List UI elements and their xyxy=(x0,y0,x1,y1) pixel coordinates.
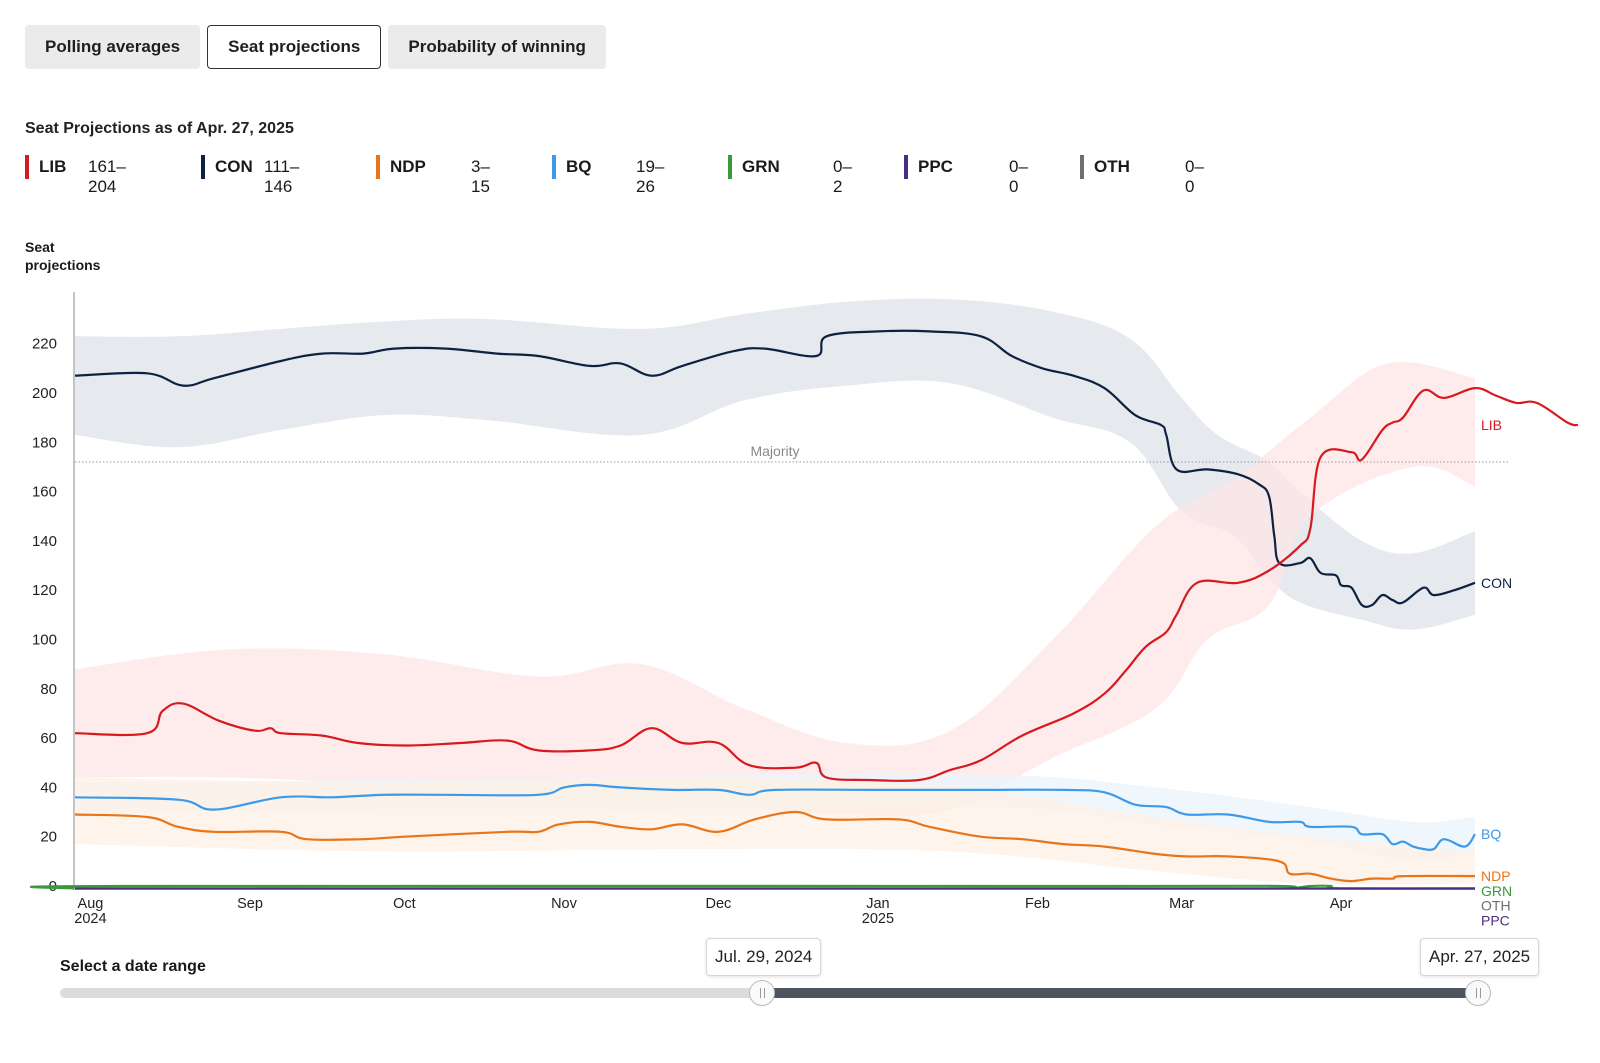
y-tick-label: 80 xyxy=(40,681,57,698)
y-tick-label: 120 xyxy=(32,582,57,599)
series-line-bq xyxy=(74,783,1476,852)
y-tick-label: 40 xyxy=(40,779,57,796)
series-line-grn xyxy=(30,884,1476,890)
end-label-lib: LIB xyxy=(1481,417,1502,433)
legend-party: CON xyxy=(215,157,253,176)
legend-party: GRN xyxy=(742,157,780,176)
y-axis-title: Seat projections xyxy=(25,238,100,274)
date-range-end-label: Apr. 27, 2025 xyxy=(1420,938,1540,976)
date-range-start-label: Jul. 29, 2024 xyxy=(706,938,822,976)
y-tick-label: 60 xyxy=(40,730,57,747)
end-label-ndp: NDP xyxy=(1481,868,1511,884)
seat-projection-chart: 020406080100120140160180200220MajorityAu… xyxy=(30,292,1579,929)
legend-range: 0–0 xyxy=(1009,157,1028,196)
date-range-selected xyxy=(762,988,1478,998)
series-line-ndp xyxy=(74,810,1476,883)
legend-party: BQ xyxy=(566,157,592,176)
y-tick-label: 100 xyxy=(32,632,57,649)
legend-title: Seat Projections as of Apr. 27, 2025 xyxy=(25,120,294,137)
end-label-oth: OTH xyxy=(1481,898,1511,914)
x-tick-year: 2025 xyxy=(862,911,894,927)
x-tick-label: Sep xyxy=(237,896,263,912)
legend-item-lib: LIB 161–204 xyxy=(25,154,126,196)
legend-range: 0–2 xyxy=(833,157,852,196)
x-tick-label: Jan xyxy=(866,896,889,912)
legend-item-ppc: PPC 0–0 xyxy=(904,154,1028,196)
legend-item-oth: OTH 0–0 xyxy=(1080,154,1204,196)
legend-party: NDP xyxy=(390,157,426,176)
end-label-ppc: PPC xyxy=(1481,913,1510,929)
end-label-grn: GRN xyxy=(1481,883,1512,899)
band-con xyxy=(75,298,1475,630)
tab-seat-projections[interactable]: Seat projections xyxy=(207,25,382,69)
legend-range: 0–0 xyxy=(1185,157,1204,196)
end-label-bq: BQ xyxy=(1481,826,1501,842)
y-tick-label: 160 xyxy=(32,484,57,501)
legend-swatch xyxy=(376,155,380,179)
tab-probability-of-winning[interactable]: Probability of winning xyxy=(388,25,606,69)
legend-item-grn: GRN 0–2 xyxy=(728,154,852,196)
majority-label: Majority xyxy=(750,443,799,459)
legend-swatch xyxy=(552,155,556,179)
legend-item-bq: BQ 19–26 xyxy=(552,154,664,196)
legend-range: 3–15 xyxy=(471,157,490,196)
x-tick-label: Oct xyxy=(393,896,416,912)
date-range-title: Select a date range xyxy=(60,958,206,975)
legend-swatch xyxy=(904,155,908,179)
view-tabs: Polling averages Seat projections Probab… xyxy=(25,25,606,69)
y-tick-label: 140 xyxy=(32,533,57,550)
date-range-start-handle[interactable] xyxy=(749,980,775,1006)
y-tick-label: 200 xyxy=(32,385,57,402)
tab-polling-averages[interactable]: Polling averages xyxy=(25,25,201,69)
legend-item-ndp: NDP 3–15 xyxy=(376,154,490,196)
legend-party: OTH xyxy=(1094,157,1130,176)
x-tick-year: 2024 xyxy=(74,911,106,927)
series-line-lib xyxy=(74,386,1579,782)
date-range-end-handle[interactable] xyxy=(1465,980,1491,1006)
end-label-con: CON xyxy=(1481,575,1512,591)
x-tick-label: Aug xyxy=(78,896,104,912)
x-tick-label: Apr xyxy=(1330,896,1353,912)
y-tick-label: 20 xyxy=(40,829,57,846)
legend-range: 111–146 xyxy=(264,157,300,196)
legend-swatch xyxy=(728,155,732,179)
band-lib xyxy=(75,361,1475,817)
x-tick-label: Dec xyxy=(705,896,731,912)
y-tick-label: 180 xyxy=(32,434,57,451)
legend-party: LIB xyxy=(39,157,67,176)
legend-swatch xyxy=(201,155,205,179)
x-tick-label: Nov xyxy=(551,896,578,912)
series-line-con xyxy=(74,329,1476,608)
band-ndp xyxy=(75,777,1475,885)
legend-item-con: CON 111–146 xyxy=(201,154,299,196)
y-axis-title-line1: Seat xyxy=(25,239,55,255)
x-tick-label: Feb xyxy=(1025,896,1050,912)
legend-swatch xyxy=(1080,155,1084,179)
x-tick-label: Mar xyxy=(1169,896,1194,912)
legend-range: 19–26 xyxy=(636,157,665,196)
y-tick-label: 220 xyxy=(32,336,57,353)
y-axis-title-line2: projections xyxy=(25,257,101,273)
legend-range: 161–204 xyxy=(88,157,126,196)
legend-party: PPC xyxy=(918,157,953,176)
legend-swatch xyxy=(25,155,29,179)
